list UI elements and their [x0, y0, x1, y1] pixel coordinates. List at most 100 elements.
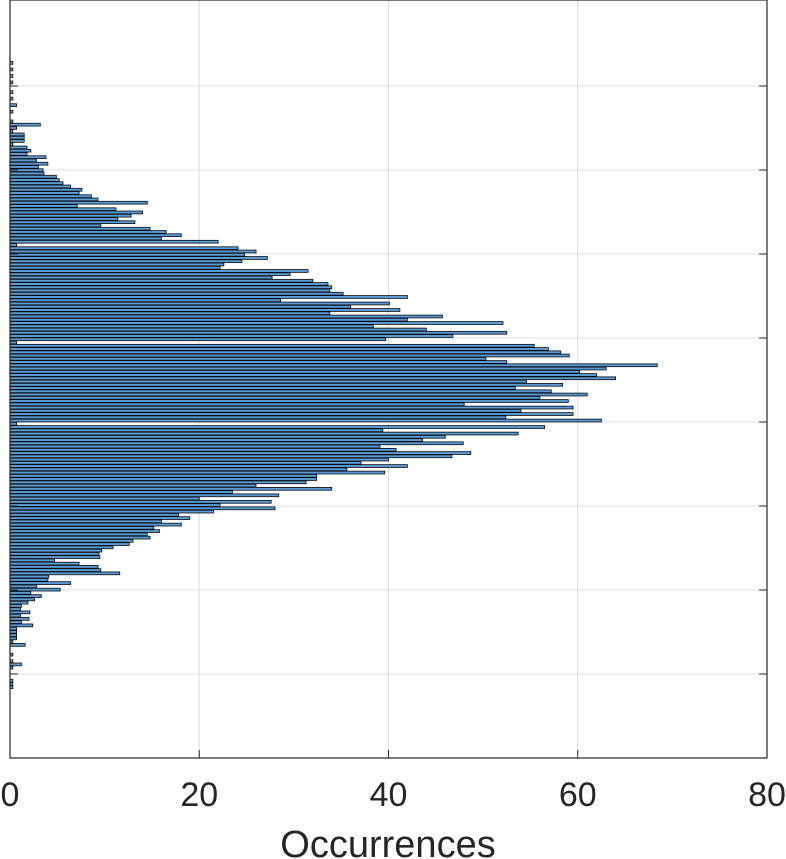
histogram-bar	[9, 571, 121, 576]
histogram-bar	[9, 408, 522, 413]
histogram-bar	[9, 334, 454, 338]
histogram-bar	[9, 535, 151, 540]
histogram-bar	[9, 301, 390, 306]
histogram-bar	[9, 487, 333, 491]
histogram-bar	[9, 343, 535, 348]
x-tick-label: 0	[1, 776, 20, 814]
histogram-bar	[9, 321, 504, 325]
histogram-bar	[9, 467, 348, 472]
histogram-bar	[9, 184, 71, 189]
histogram-bar	[9, 392, 588, 397]
histogram-bar	[9, 330, 508, 335]
histogram-bar	[9, 662, 22, 667]
histogram-bar	[9, 441, 464, 446]
histogram-bar	[9, 207, 117, 212]
histogram-bar	[9, 610, 31, 615]
histogram-bar	[9, 256, 268, 260]
histogram-bar	[9, 298, 282, 303]
histogram-bar	[9, 389, 552, 394]
histogram-bar	[9, 139, 25, 143]
histogram-bar	[9, 470, 386, 475]
histogram-bar	[9, 200, 148, 205]
x-tick-label: 60	[559, 776, 597, 814]
histogram-bar	[9, 230, 167, 234]
histogram-bar	[9, 288, 331, 293]
histogram-bar	[9, 500, 272, 504]
histogram-bar	[9, 178, 60, 182]
histogram-bar	[9, 366, 607, 371]
histogram-bar	[9, 506, 276, 511]
histogram-bar	[9, 626, 18, 631]
histogram-bar	[9, 126, 18, 130]
x-tick-label: 80	[748, 776, 786, 814]
histogram-bar	[9, 337, 387, 342]
histogram-bar	[9, 194, 92, 199]
histogram-bar	[9, 555, 101, 559]
x-tick-label: 20	[180, 776, 218, 814]
histogram-bar	[9, 191, 80, 195]
histogram-bar	[9, 604, 22, 608]
histogram-bar	[9, 174, 57, 179]
histogram-bar	[9, 581, 71, 585]
histogram-bar	[9, 233, 182, 238]
histogram-bar	[9, 223, 102, 228]
histogram-bar	[9, 220, 136, 225]
histogram-bar	[9, 421, 18, 426]
histogram-bar	[9, 324, 374, 329]
histogram-bar	[9, 236, 162, 241]
histogram-bar	[9, 623, 34, 628]
histogram-bar	[9, 350, 562, 355]
histogram-bar	[9, 568, 102, 572]
histogram-bar	[9, 369, 581, 374]
histogram-bar	[9, 252, 246, 257]
histogram-bar	[9, 461, 362, 465]
histogram-bar	[9, 415, 507, 420]
histogram-bar	[9, 591, 32, 595]
histogram-bar	[9, 636, 18, 641]
histogram-bar	[9, 246, 239, 251]
histogram-bar	[9, 340, 18, 345]
histogram-bar	[9, 308, 401, 312]
histogram-bar	[9, 379, 528, 384]
histogram-bar	[9, 278, 314, 283]
histogram-bar	[9, 304, 352, 309]
x-axis-label: Occurrences	[280, 824, 495, 859]
histogram-bar	[9, 620, 22, 624]
histogram-bar	[9, 607, 21, 611]
histogram-bar	[9, 275, 273, 280]
histogram-bar	[9, 600, 29, 605]
histogram-bar	[9, 431, 519, 436]
histogram-bar	[9, 451, 472, 455]
histogram-bar	[9, 158, 37, 163]
histogram-bar	[9, 210, 143, 215]
histogram-bar	[9, 171, 45, 176]
histogram-bar	[9, 262, 225, 267]
histogram-bar	[9, 457, 389, 462]
histogram-bar	[9, 464, 408, 468]
histogram-bar	[9, 617, 30, 621]
histogram-bar	[9, 519, 162, 524]
histogram-bar	[9, 311, 331, 316]
histogram-bar	[9, 428, 384, 433]
histogram-bar	[9, 155, 47, 159]
histogram-bar	[9, 317, 408, 322]
histogram-bar	[9, 376, 616, 381]
histogram-bar	[9, 529, 160, 533]
histogram-bar	[9, 633, 18, 637]
histogram-bar	[9, 165, 39, 169]
histogram-bar	[9, 444, 381, 449]
histogram-bar	[9, 480, 307, 485]
histogram-bar	[9, 353, 570, 358]
histogram-bar	[9, 363, 658, 368]
histogram-bar	[9, 239, 219, 244]
histogram-bar	[9, 552, 100, 556]
histogram-bar	[9, 434, 446, 439]
histogram-bar	[9, 509, 214, 514]
histogram-bar	[9, 558, 55, 563]
histogram-bar	[9, 630, 18, 634]
histogram-bar	[9, 272, 291, 277]
histogram-bar	[9, 578, 49, 582]
histogram-bar	[9, 226, 151, 231]
histogram-bar	[9, 152, 28, 156]
histogram-bar	[9, 282, 329, 286]
